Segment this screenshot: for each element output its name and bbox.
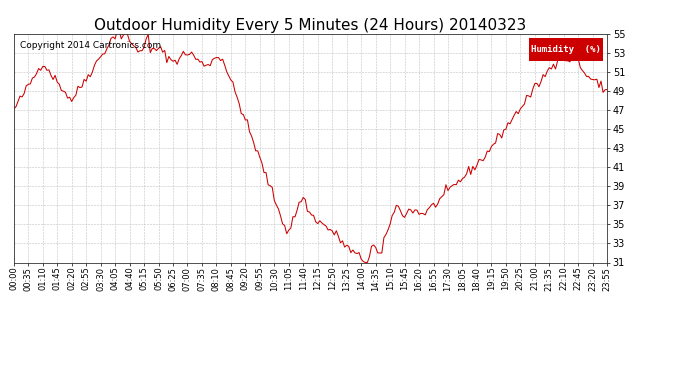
Title: Outdoor Humidity Every 5 Minutes (24 Hours) 20140323: Outdoor Humidity Every 5 Minutes (24 Hou… [95, 18, 526, 33]
Text: Copyright 2014 Cartronics.com: Copyright 2014 Cartronics.com [20, 40, 161, 50]
